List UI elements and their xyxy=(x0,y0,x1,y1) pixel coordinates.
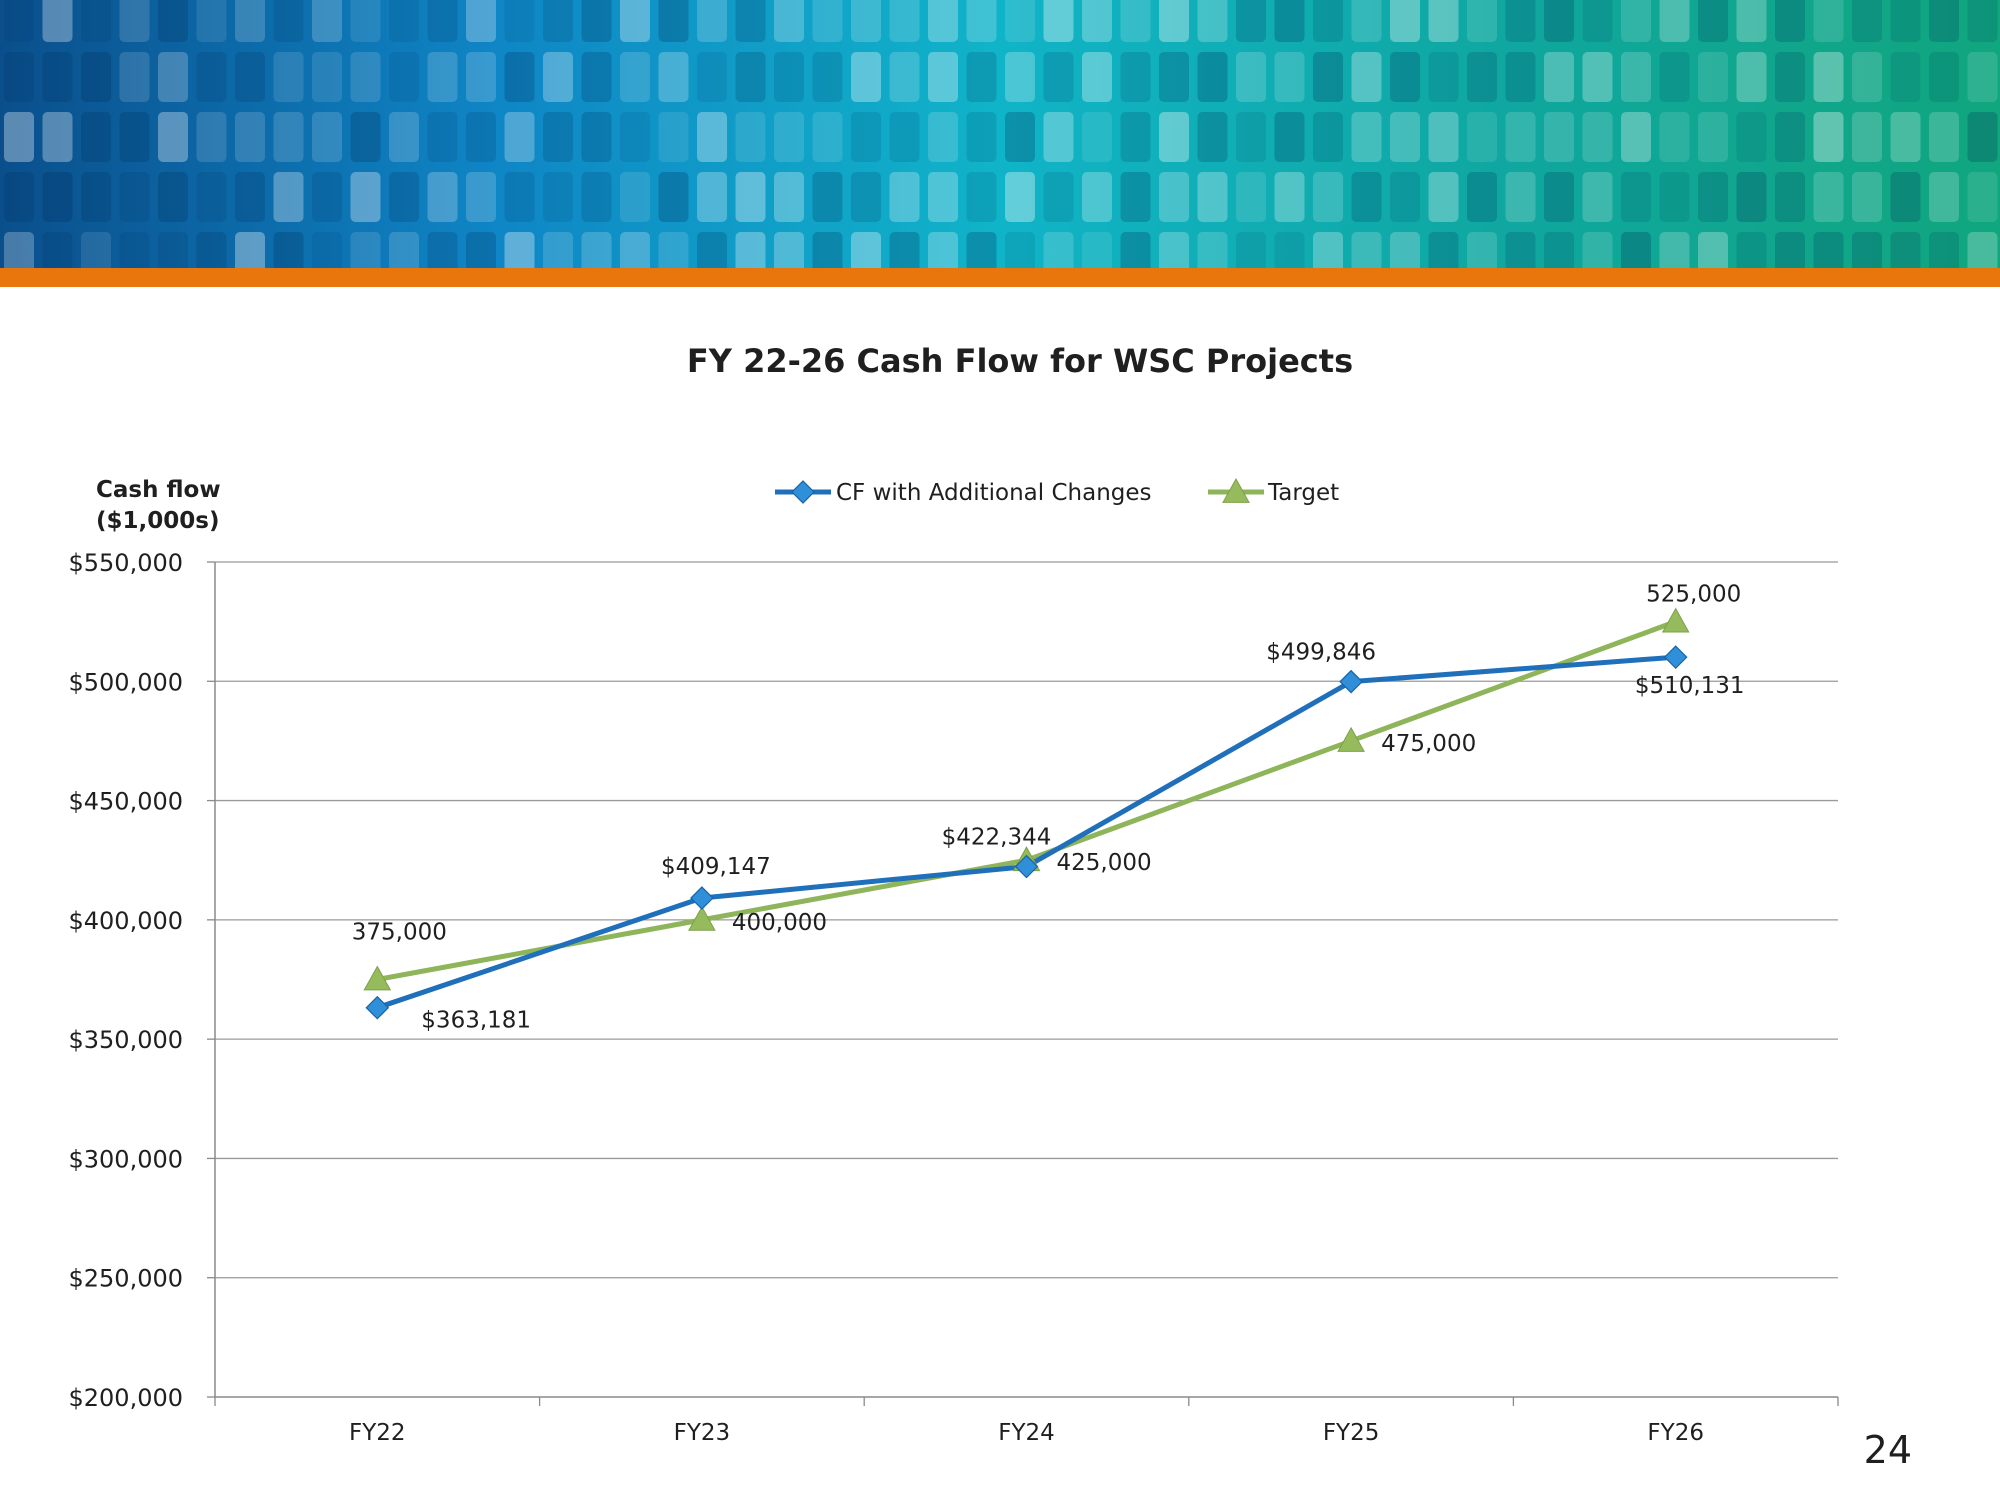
banner-tiles xyxy=(4,0,1998,268)
data-label: 400,000 xyxy=(732,910,827,936)
triangle-marker xyxy=(1661,607,1690,633)
data-label: $363,181 xyxy=(421,1008,531,1034)
series-layer: 375,000 400,000 425,000 475,000 525,000 $363,… xyxy=(352,582,1745,1034)
data-label: $422,344 xyxy=(942,825,1052,851)
legend-item: CF with Additional Changes xyxy=(775,480,1152,506)
diamond-marker xyxy=(1339,669,1363,694)
diamond-marker xyxy=(1663,645,1688,669)
legend-label: Target xyxy=(1267,480,1339,506)
y-tick-label: $550,000 xyxy=(68,549,183,577)
series-points: 375,000 400,000 425,000 475,000 525,000 xyxy=(352,582,1741,991)
x-tick-label: FY22 xyxy=(349,1420,406,1446)
y-tick-label: $300,000 xyxy=(68,1145,183,1173)
y-tick-label: $500,000 xyxy=(68,668,183,696)
y-tick-label: $250,000 xyxy=(68,1265,183,1293)
accent-stripe xyxy=(0,268,2000,287)
y-axis-label-line-1: Cash flow xyxy=(96,477,221,503)
diamond-marker xyxy=(791,480,815,504)
series-points: $363,181 $409,147 $422,344 $499,846 $510,131 xyxy=(365,640,1745,1034)
page-number: 24 xyxy=(1863,1428,1912,1472)
data-label: $409,147 xyxy=(661,854,771,880)
y-axis-label-line-2: ($1,000s) xyxy=(96,508,219,534)
header-banner xyxy=(0,0,2000,268)
triangle-marker xyxy=(363,965,392,991)
banner-pattern xyxy=(0,0,2000,268)
y-tick-label: $450,000 xyxy=(68,788,183,816)
data-label: 525,000 xyxy=(1646,582,1741,608)
y-tick-label: $200,000 xyxy=(68,1384,183,1412)
chart-legend: CF with Additional Changes Target xyxy=(775,477,1339,506)
x-tick-label: FY24 xyxy=(998,1420,1055,1446)
x-tick-label: FY25 xyxy=(1323,1420,1380,1446)
triangle-marker xyxy=(688,905,716,931)
triangle-marker xyxy=(1337,726,1365,752)
diamond-marker xyxy=(1014,854,1039,879)
data-label: $510,131 xyxy=(1635,673,1745,699)
cash-flow-chart: FY 22-26 Cash Flow for WSC Projects Cash… xyxy=(68,342,1839,1446)
chart-title: FY 22-26 Cash Flow for WSC Projects xyxy=(687,342,1353,380)
diamond-marker xyxy=(690,886,714,910)
y-tick-label: $350,000 xyxy=(68,1026,183,1054)
legend-label: CF with Additional Changes xyxy=(836,480,1152,506)
grid-lines xyxy=(215,561,1838,1279)
data-label: 425,000 xyxy=(1057,850,1152,876)
legend-item: Target xyxy=(1208,477,1339,506)
x-tick-label: FY23 xyxy=(674,1420,731,1446)
triangle-marker xyxy=(1222,477,1250,503)
data-label: 475,000 xyxy=(1381,731,1476,757)
data-label: $499,846 xyxy=(1266,640,1376,666)
x-tick-label: FY26 xyxy=(1647,1420,1704,1446)
diamond-marker xyxy=(365,995,390,1020)
y-tick-label: $400,000 xyxy=(68,907,183,935)
data-label: 375,000 xyxy=(352,920,447,946)
axes: $200,000 $250,000 $300,000 $350,000 $400,000… xyxy=(68,549,1839,1446)
